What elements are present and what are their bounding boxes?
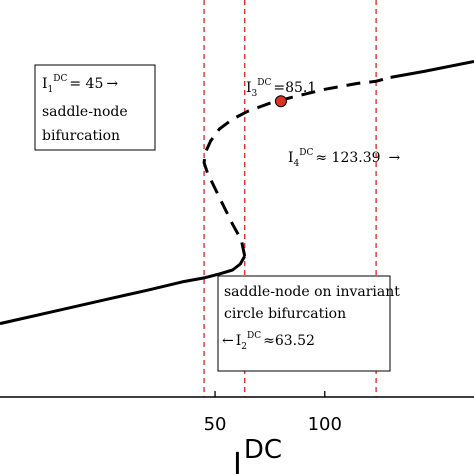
annotation-i4: I4DC ≈ 123.39 → <box>288 148 401 169</box>
marker-i3-label: I3DC =85.1 <box>246 78 316 99</box>
annotation-i2-box <box>217 275 391 372</box>
annotation-i2-line2: circle bifurcation <box>224 306 346 322</box>
annotation-i1-line1: I1DC = 45 → <box>42 74 118 95</box>
annotation-i2-line1: saddle-node on invariant <box>224 284 400 300</box>
x-axis-label-sup: DC <box>244 435 282 465</box>
annotation-i2-line3: ← I2DC ≈63.52 <box>222 331 315 352</box>
curves-group <box>0 60 474 326</box>
annotation-i1-line2: saddle-node <box>42 104 128 120</box>
curve-dashed-2 <box>202 75 391 257</box>
curve-solid-1 <box>0 255 247 326</box>
annotation-i1-line3: bifurcation <box>42 128 120 144</box>
annotation-i1: I1DC = 45 → saddle-node bifurcation <box>34 64 156 151</box>
annotation-i1-box <box>34 64 156 151</box>
curve-solid-3 <box>390 60 474 79</box>
x-ticks: 50 100 <box>204 391 342 435</box>
vertical-reference-lines <box>203 0 377 397</box>
annotation-i2: saddle-node on invariant circle bifurcat… <box>217 275 400 372</box>
marker-i3-dot <box>274 95 287 108</box>
x-tick-label-50: 50 <box>204 414 227 435</box>
x-tick-label-100: 100 <box>308 414 342 435</box>
marker-i3: I3DC =85.1 <box>246 78 316 108</box>
x-axis-label-main: I <box>233 447 242 474</box>
x-axis-label: IDC <box>233 435 282 474</box>
